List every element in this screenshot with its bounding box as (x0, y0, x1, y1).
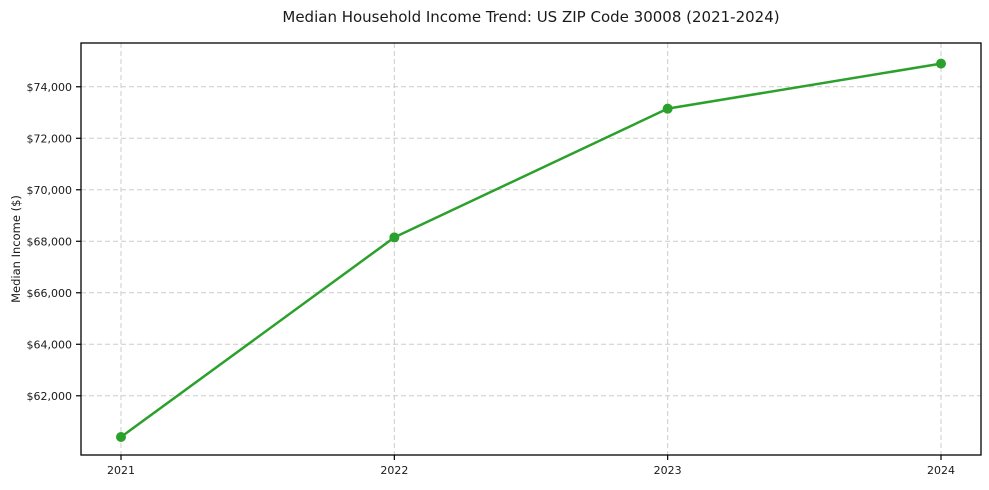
x-tick-label: 2023 (654, 464, 682, 477)
y-tick-label: $70,000 (27, 184, 73, 197)
chart-title: Median Household Income Trend: US ZIP Co… (282, 8, 780, 26)
y-tick-label: $72,000 (27, 132, 73, 145)
x-tick-label: 2021 (107, 464, 135, 477)
y-tick-label: $66,000 (27, 287, 73, 300)
y-tick-label: $62,000 (27, 390, 73, 403)
y-tick-label: $74,000 (27, 81, 73, 94)
x-tick-label: 2024 (927, 464, 955, 477)
data-point-2024 (936, 58, 946, 69)
x-gridlines (120, 43, 942, 455)
plot-border (80, 42, 982, 456)
y-gridlines (81, 86, 981, 397)
data-point-2023 (662, 103, 673, 114)
data-point-2022 (389, 232, 400, 243)
axis-ticks: $62,000 $64,000 $66,000 $68,000 $70,000 $72,0… (27, 81, 956, 477)
trend-line (119, 62, 943, 439)
x-tick-label: 2022 (380, 464, 408, 477)
y-tick-label: $68,000 (27, 235, 73, 248)
y-tick-label: $64,000 (27, 338, 73, 351)
data-point-2021 (116, 431, 126, 442)
